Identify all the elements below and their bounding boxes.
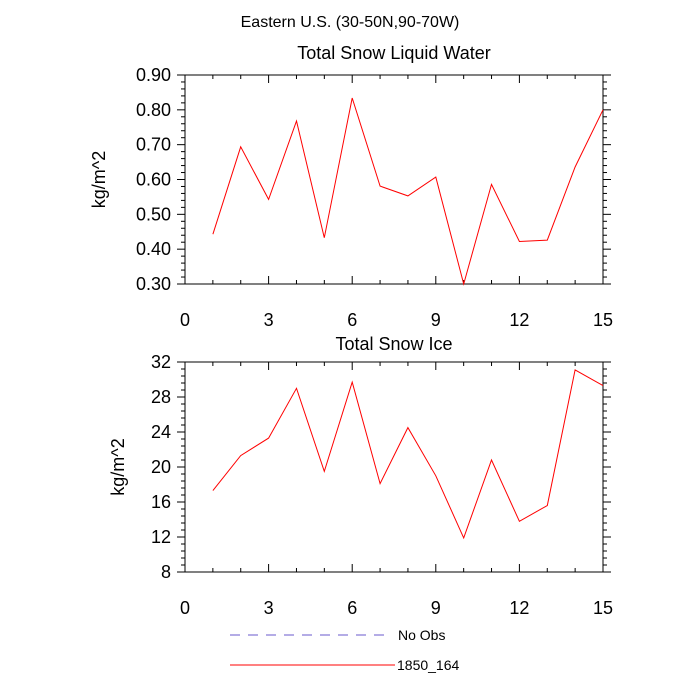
y-axis-label: kg/m^2: [89, 151, 109, 208]
panel-snow-liquid-water: Total Snow Liquid Water 0 3 6 9 12 15 0.30 0.40 0…: [89, 43, 613, 330]
x-tick-label: 12: [509, 598, 529, 618]
x-tick-label: 12: [509, 310, 529, 330]
y-tick-label: 16: [151, 492, 171, 512]
y-tick-label: 0.80: [136, 100, 171, 120]
x-tick-label: 3: [264, 310, 274, 330]
x-tick-label: 0: [180, 598, 190, 618]
x-tick-label: 3: [264, 598, 274, 618]
series-line-1850-164: [212, 369, 604, 540]
y-tick-label: 12: [151, 527, 171, 547]
y-tick-label: 28: [151, 387, 171, 407]
y-tick-label: 20: [151, 457, 171, 477]
legend-label-1850-164: 1850_164: [397, 657, 460, 673]
legend: No Obs 1850_164: [230, 627, 460, 673]
legend-label-no-obs: No Obs: [398, 627, 445, 643]
x-tick-label: 6: [347, 310, 357, 330]
y-tick-label: 0.70: [136, 135, 171, 155]
y-tick-label: 0.40: [136, 239, 171, 259]
series-line-1850-164: [212, 97, 604, 286]
x-tick-label: 15: [593, 310, 613, 330]
panel-title: Total Snow Liquid Water: [297, 43, 490, 63]
x-tick-label: 9: [431, 310, 441, 330]
y-tick-label: 0.50: [136, 204, 171, 224]
x-tick-label: 15: [593, 598, 613, 618]
y-axis-label: kg/m^2: [108, 438, 128, 495]
y-tick-label: 0.30: [136, 274, 171, 294]
panel-snow-ice: Total Snow Ice 0 3 6 9 12 15 8 12 16 20 24 28 32 kg/m^…: [108, 334, 613, 618]
page-title: Eastern U.S. (30-50N,90-70W): [241, 14, 460, 31]
x-tick-label: 9: [431, 598, 441, 618]
y-tick-label: 0.60: [136, 170, 171, 190]
plot-frame: [184, 361, 604, 573]
y-tick-label: 24: [151, 422, 171, 442]
plot-frame: [184, 74, 604, 285]
x-tick-label: 0: [180, 310, 190, 330]
legend-entry-no-obs: No Obs: [230, 627, 445, 643]
y-tick-label: 8: [161, 562, 171, 582]
y-tick-label: 0.90: [136, 65, 171, 85]
x-tick-label: 6: [347, 598, 357, 618]
y-tick-label: 32: [151, 352, 171, 372]
panel-title: Total Snow Ice: [335, 334, 452, 354]
legend-entry-1850-164: 1850_164: [230, 657, 460, 673]
